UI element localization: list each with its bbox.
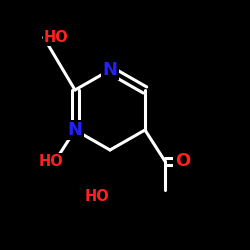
Text: HO: HO [39, 154, 64, 169]
Text: N: N [68, 121, 82, 139]
Text: O: O [175, 152, 190, 170]
Text: HO: HO [39, 154, 64, 169]
Text: N: N [102, 61, 118, 79]
Text: N: N [68, 121, 82, 139]
Text: O: O [175, 152, 190, 170]
Text: HO: HO [85, 189, 110, 204]
Text: HO: HO [85, 189, 110, 204]
Text: N: N [102, 61, 118, 79]
Text: HO: HO [44, 30, 68, 45]
Text: HO: HO [44, 30, 68, 45]
